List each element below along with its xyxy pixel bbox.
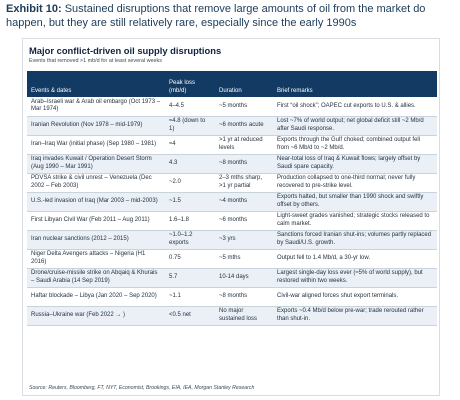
duration-cell: ~6 months acute bbox=[215, 116, 273, 136]
peak-loss-cell: 4–4.5 bbox=[165, 97, 215, 117]
event-cell: First Libyan Civil War (Feb 2011 – Aug 2… bbox=[27, 211, 165, 231]
event-cell: Arab–Israeli war & Arab oil embargo (Oct… bbox=[27, 97, 165, 117]
remarks-cell: Exports through the Gulf choked; combine… bbox=[273, 135, 437, 155]
remarks-cell: Sanctions forced Iranian shut-ins; volum… bbox=[273, 230, 437, 250]
peak-loss-cell: ~1.1 bbox=[165, 287, 215, 307]
table-row: Iraq invades Kuwait / Operation Desert S… bbox=[27, 154, 437, 174]
peak-loss-cell: ~1.0–1.2 exports bbox=[165, 230, 215, 250]
remarks-cell: First “oil shock”; OAPEC cut exports to … bbox=[273, 97, 437, 117]
table-row: Arab–Israeli war & Arab oil embargo (Oct… bbox=[27, 97, 437, 117]
header-row: Events & dates Peak loss (mb/d) Duration… bbox=[27, 71, 437, 97]
card-subtitle: Events that removed >1 mb/d for at least… bbox=[29, 58, 162, 64]
table-row: Iran–Iraq War (initial phase) (Sep 1980 … bbox=[27, 135, 437, 155]
remarks-cell: Exports ~0.4 Mb/d below pre-war; trade r… bbox=[273, 306, 437, 326]
table-row: Iranian Revolution (Nov 1978 – mid-1979)… bbox=[27, 116, 437, 136]
peak-loss-cell: ≈4.8 (down to 1) bbox=[165, 116, 215, 136]
table-row: First Libyan Civil War (Feb 2011 – Aug 2… bbox=[27, 211, 437, 231]
event-cell: U.S.-led invasion of Iraq (Mar 2003 – mi… bbox=[27, 192, 165, 212]
event-cell: Drone/cruise-missile strike on Abqaiq & … bbox=[27, 268, 165, 288]
table-row: Iran nuclear sanctions (2012 – 2015) ~1.0… bbox=[27, 230, 437, 250]
peak-loss-cell: 5.7 bbox=[165, 268, 215, 288]
event-cell: Niger Delta Avengers attacks – Nigeria (… bbox=[27, 249, 165, 269]
table-row: U.S.-led invasion of Iraq (Mar 2003 – mi… bbox=[27, 192, 437, 212]
duration-cell: 2–3 mths sharp, >1 yr partial bbox=[215, 173, 273, 193]
remarks-cell: Lost ~7% of world output; net global def… bbox=[273, 116, 437, 136]
duration-cell: ~6 months bbox=[215, 211, 273, 231]
remarks-cell: Exports halted, but smaller than 1990 sh… bbox=[273, 192, 437, 212]
header-duration: Duration bbox=[215, 71, 273, 97]
peak-loss-cell: 4.3 bbox=[165, 154, 215, 174]
remarks-cell: Light-sweet grades vanished; strategic s… bbox=[273, 211, 437, 231]
exhibit-caption: Exhibit 10: Sustained disruptions that r… bbox=[6, 2, 456, 30]
source-note: Source: Reuters, Bloomberg, FT, NYT, Eco… bbox=[29, 385, 255, 391]
table-header: Events & dates Peak loss (mb/d) Duration… bbox=[27, 71, 437, 97]
event-cell: Haftar blockade – Libya (Jan 2020 – Sep … bbox=[27, 287, 165, 307]
event-cell: Iraq invades Kuwait / Operation Desert S… bbox=[27, 154, 165, 174]
exhibit-text: Sustained disruptions that remove large … bbox=[6, 3, 426, 29]
event-cell: Russia–Ukraine war (Feb 2022 → ) bbox=[27, 306, 165, 326]
event-cell: Iranian Revolution (Nov 1978 – mid-1979) bbox=[27, 116, 165, 136]
table-row: Niger Delta Avengers attacks – Nigeria (… bbox=[27, 249, 437, 269]
peak-loss-cell: ~1.5 bbox=[165, 192, 215, 212]
duration-cell: ~8 months bbox=[215, 154, 273, 174]
event-cell: Iran–Iraq War (initial phase) (Sep 1980 … bbox=[27, 135, 165, 155]
disruptions-card: Major conflict-driven oil supply disrupt… bbox=[22, 38, 440, 396]
header-remarks: Brief remarks bbox=[273, 71, 437, 97]
peak-loss-cell: 1.6–1.8 bbox=[165, 211, 215, 231]
table-row: PDVSA strike & civil unrest – Venezuela … bbox=[27, 173, 437, 193]
exhibit-label: Exhibit 10: bbox=[6, 3, 62, 15]
table-row: Drone/cruise-missile strike on Abqaiq & … bbox=[27, 268, 437, 288]
event-cell: Iran nuclear sanctions (2012 – 2015) bbox=[27, 230, 165, 250]
duration-cell: ~3 yrs bbox=[215, 230, 273, 250]
event-cell: PDVSA strike & civil unrest – Venezuela … bbox=[27, 173, 165, 193]
peak-loss-cell: ≈4 bbox=[165, 135, 215, 155]
duration-cell: No major sustained loss bbox=[215, 306, 273, 326]
remarks-cell: Largest single-day loss ever (≈5% of wor… bbox=[273, 268, 437, 288]
duration-cell: >1 yr at reduced levels bbox=[215, 135, 273, 155]
table-body: Arab–Israeli war & Arab oil embargo (Oct… bbox=[27, 97, 437, 326]
card-title: Major conflict-driven oil supply disrupt… bbox=[29, 45, 222, 56]
remarks-cell: Output fell to 1.4 Mb/d, a 30-yr low. bbox=[273, 249, 437, 269]
header-events: Events & dates bbox=[27, 71, 165, 97]
duration-cell: ~5 mths bbox=[215, 249, 273, 269]
disruptions-table: Events & dates Peak loss (mb/d) Duration… bbox=[27, 71, 437, 326]
duration-cell: 10-14 days bbox=[215, 268, 273, 288]
table-row: Haftar blockade – Libya (Jan 2020 – Sep … bbox=[27, 287, 437, 307]
remarks-cell: Civil-war aligned forces shut export ter… bbox=[273, 287, 437, 307]
duration-cell: ~5 months bbox=[215, 97, 273, 117]
duration-cell: ~4 months bbox=[215, 192, 273, 212]
peak-loss-cell: <0.5 net bbox=[165, 306, 215, 326]
remarks-cell: Near-total loss of Iraq & Kuwait flows; … bbox=[273, 154, 437, 174]
header-peak-loss: Peak loss (mb/d) bbox=[165, 71, 215, 97]
table-row: Russia–Ukraine war (Feb 2022 → ) <0.5 net… bbox=[27, 306, 437, 326]
remarks-cell: Production collapsed to one-third normal… bbox=[273, 173, 437, 193]
peak-loss-cell: 0.75 bbox=[165, 249, 215, 269]
peak-loss-cell: ~2.0 bbox=[165, 173, 215, 193]
duration-cell: ~8 months bbox=[215, 287, 273, 307]
